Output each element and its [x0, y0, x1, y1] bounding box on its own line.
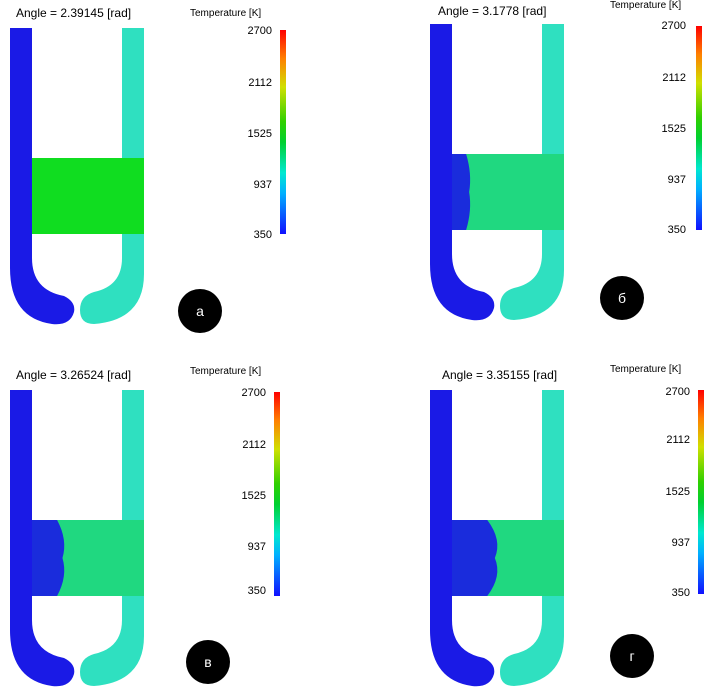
temperature-field — [10, 390, 144, 687]
colorbar-tick: 2700 — [247, 25, 272, 37]
colorbar-tick: 2112 — [248, 77, 272, 89]
angle-label: Angle = 3.35155 [rad] — [442, 368, 558, 382]
colorbar — [698, 390, 704, 594]
angle-label: Angle = 2.39145 [rad] — [16, 6, 132, 20]
colorbar-tick: 350 — [667, 224, 686, 236]
colorbar — [274, 392, 280, 596]
colorbar-title: Temperature [K] — [610, 0, 682, 11]
cold-front — [32, 520, 65, 596]
temperature-field — [10, 28, 144, 325]
colorbar — [280, 30, 286, 234]
exhaust-channel — [80, 28, 144, 324]
panel-badge: в — [186, 640, 230, 684]
colorbar-tick: 2700 — [241, 387, 266, 399]
combustion-chamber — [452, 154, 564, 230]
panel-c: Angle = 3.26524 [rad] Temperature [K] 27… — [0, 346, 356, 692]
colorbar-tick: 350 — [247, 585, 266, 597]
colorbar — [696, 26, 702, 230]
panel-badge: а — [178, 289, 222, 333]
angle-label: Angle = 3.26524 [rad] — [16, 368, 132, 382]
panel-badge: г — [610, 634, 654, 678]
intake-channel — [430, 390, 495, 687]
angle-label: Angle = 3.1778 [rad] — [438, 4, 547, 18]
colorbar-tick: 2112 — [242, 439, 266, 451]
exhaust-channel — [500, 24, 564, 320]
colorbar-tick: 937 — [253, 179, 272, 191]
exhaust-channel — [80, 390, 144, 686]
colorbar-tick: 937 — [667, 174, 686, 186]
cold-front — [452, 520, 498, 596]
colorbar-tick: 350 — [253, 229, 272, 241]
temperature-field — [430, 390, 564, 687]
panel-b: Angle = 3.1778 [rad] Temperature [K] 270… — [356, 0, 712, 346]
colorbar-title: Temperature [K] — [190, 366, 262, 377]
colorbar-tick: 937 — [247, 541, 266, 553]
colorbar-tick: 1525 — [665, 486, 690, 498]
colorbar-tick: 350 — [671, 587, 690, 599]
colorbar-tick: 2700 — [661, 20, 686, 32]
colorbar-tick: 937 — [671, 537, 690, 549]
intake-channel — [10, 390, 75, 687]
colorbar-title: Temperature [K] — [610, 364, 682, 375]
panel-a: Angle = 2.39145 [rad] Temperature [K] 27… — [0, 0, 356, 346]
colorbar-title: Temperature [K] — [190, 8, 262, 19]
colorbar-tick: 1525 — [247, 128, 272, 140]
intake-channel — [10, 28, 75, 325]
exhaust-channel — [500, 390, 564, 686]
colorbar-tick: 2112 — [662, 72, 686, 84]
intake-channel — [430, 24, 495, 321]
colorbar-tick: 2700 — [665, 386, 690, 398]
colorbar-tick: 2112 — [666, 434, 690, 446]
colorbar-tick: 1525 — [661, 123, 686, 135]
panel-badge: б — [600, 276, 644, 320]
colorbar-tick: 1525 — [241, 490, 266, 502]
cold-front — [452, 154, 471, 230]
panel-d: Angle = 3.35155 [rad] Temperature [K] 27… — [356, 346, 712, 692]
temperature-field — [430, 24, 564, 321]
combustion-chamber — [32, 158, 144, 234]
